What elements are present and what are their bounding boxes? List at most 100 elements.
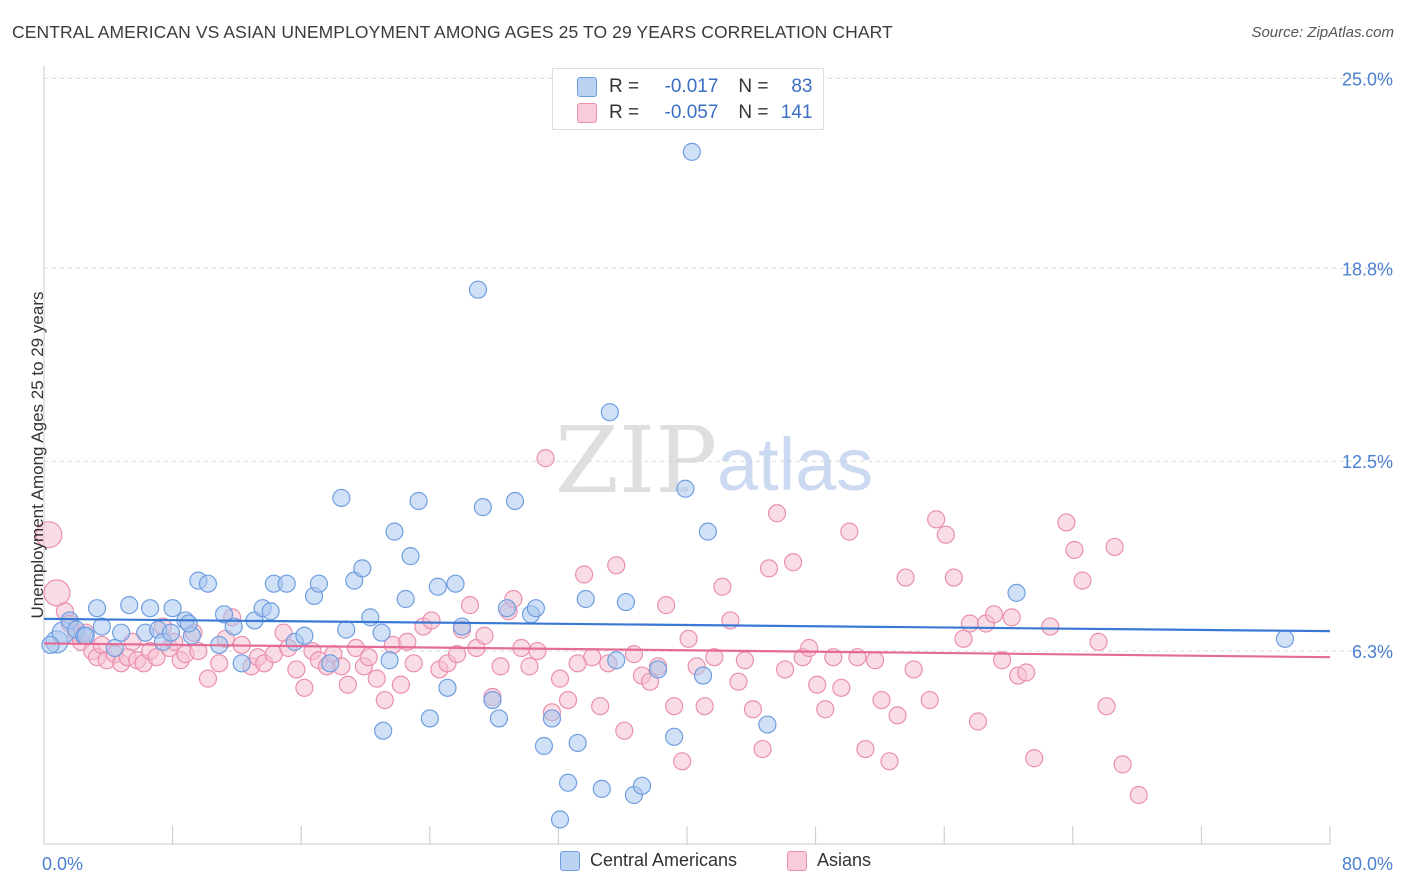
trend-line-asians — [43, 642, 1331, 659]
legend-item-central-americans[interactable]: Central Americans — [560, 850, 737, 871]
central-americans-point — [1275, 629, 1295, 648]
asians-point — [287, 660, 306, 679]
central-americans-point — [550, 810, 570, 829]
central-americans-point — [361, 608, 380, 627]
asians-point — [295, 678, 314, 697]
axes — [43, 66, 1331, 845]
legend-swatch-pink — [787, 850, 807, 871]
asians-point — [679, 629, 698, 648]
asians-point — [743, 700, 763, 719]
stats-row-asians: R = -0.057 N = 141 — [577, 100, 813, 126]
central-americans-point — [380, 651, 399, 670]
asians-point — [800, 638, 819, 658]
central-americans-point — [321, 654, 340, 673]
asians-point — [607, 556, 626, 575]
central-americans-point — [295, 626, 314, 645]
central-americans-point — [438, 678, 457, 697]
r-label: R = — [609, 102, 640, 123]
r-value: -0.057 — [664, 102, 719, 123]
asians-point — [705, 648, 724, 667]
asians-point — [713, 577, 732, 596]
asians-point — [491, 657, 510, 676]
central-americans-point — [758, 715, 777, 734]
asians-point — [880, 752, 899, 771]
asians-point — [936, 525, 955, 544]
asians-point — [767, 504, 787, 523]
asians-point — [816, 700, 835, 719]
asians-point — [367, 669, 386, 688]
asians-point — [375, 690, 394, 710]
central-americans-point — [76, 626, 95, 645]
asians-point — [1105, 537, 1124, 557]
asians-point — [1097, 697, 1116, 716]
central-americans-point — [353, 559, 372, 578]
trend-line-central-americans — [43, 617, 1331, 633]
asians-point — [904, 660, 923, 679]
central-americans-point — [120, 596, 139, 615]
asians-point — [528, 641, 547, 661]
asians-point — [944, 568, 963, 587]
central-americans-point — [616, 592, 636, 612]
tick-labels: 6.3% 12.5% 18.8% 25.0% 0.0% 80.0% — [42, 69, 1393, 874]
central-americans-point — [396, 589, 415, 609]
asians-point — [391, 675, 410, 694]
asians-point — [783, 553, 803, 572]
y-tick-label: 25.0% — [1342, 69, 1393, 89]
asians-point — [896, 568, 915, 587]
source-label: Source: ZipAtlas.com — [1251, 24, 1394, 41]
legend-item-asians[interactable]: Asians — [787, 850, 871, 871]
r-value: -0.017 — [664, 76, 719, 97]
central-americans-point — [372, 623, 391, 642]
asians-point — [398, 632, 417, 651]
asians-point — [198, 669, 218, 688]
asians-point — [960, 614, 980, 633]
central-americans-point — [558, 773, 578, 792]
asians-point — [673, 752, 692, 771]
central-americans-point — [232, 654, 251, 673]
asians-point — [189, 641, 208, 661]
grid-lines — [44, 77, 1395, 652]
central-americans-point — [468, 280, 488, 299]
central-americans-point — [214, 605, 234, 624]
asians-point — [865, 651, 885, 670]
y-tick-label: 6.3% — [1352, 642, 1393, 662]
stats-swatch-blue — [577, 77, 597, 97]
asians-point — [840, 522, 859, 541]
asians-point — [448, 645, 467, 664]
asians-point — [1129, 785, 1148, 805]
asians-point — [920, 690, 939, 710]
central-americans-point — [698, 522, 717, 541]
central-americans-point — [600, 403, 619, 422]
central-americans-point — [332, 488, 351, 508]
asians-point — [422, 611, 441, 630]
asians-point — [1025, 749, 1044, 768]
x-tick-label: 80.0% — [1342, 854, 1393, 874]
asians-point — [575, 565, 594, 584]
asians-point — [1073, 571, 1092, 590]
series-central-americans — [41, 142, 1295, 829]
watermark-atlas: atlas — [717, 423, 873, 506]
central-americans-point — [163, 599, 182, 618]
central-americans-point — [473, 498, 492, 517]
asians-point — [558, 690, 578, 710]
asians-point — [346, 638, 365, 658]
asians-point — [695, 697, 714, 716]
central-americans-point — [261, 602, 280, 621]
asians-point — [832, 678, 851, 697]
stats-swatch-pink — [577, 103, 597, 123]
asians-point — [1065, 540, 1084, 560]
trend-lines — [43, 617, 1331, 659]
asians-point — [550, 669, 570, 688]
watermark: ZIP atlas — [555, 407, 873, 514]
asians-point — [753, 739, 772, 759]
central-americans-point — [452, 617, 472, 636]
central-americans-point — [105, 638, 124, 658]
asians-point — [1057, 513, 1076, 532]
asians-point — [729, 672, 748, 691]
legend: Central Americans Asians — [0, 850, 1406, 878]
y-axis-label: Unemployment Among Ages 25 to 29 years — [28, 291, 47, 619]
watermark-zip: ZIP — [555, 407, 717, 514]
asians-point — [954, 629, 973, 648]
central-americans-point — [1007, 583, 1026, 602]
central-americans-point — [576, 589, 595, 609]
